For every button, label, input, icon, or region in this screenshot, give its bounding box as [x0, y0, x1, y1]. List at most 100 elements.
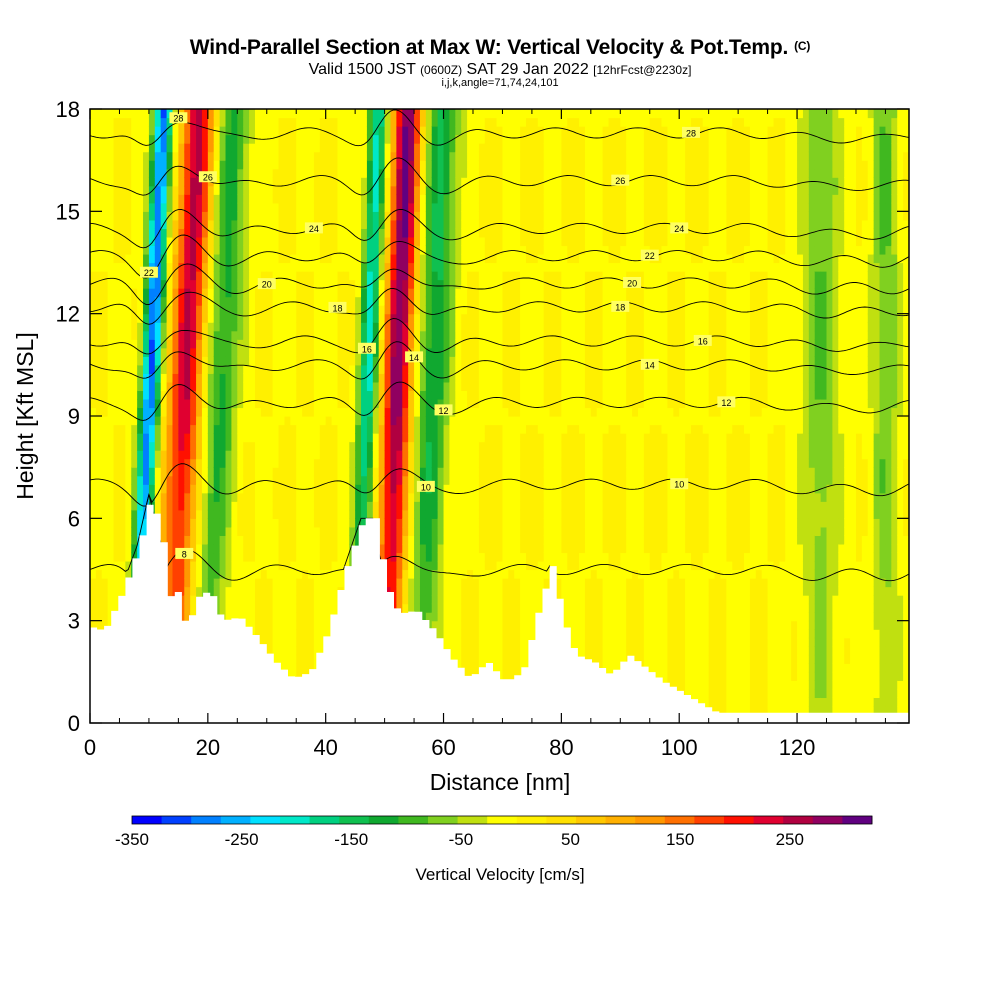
- velocity-cell: [349, 390, 356, 400]
- velocity-cell: [266, 526, 274, 536]
- velocity-cell: [437, 109, 445, 119]
- velocity-cell: [472, 603, 480, 613]
- velocity-cell: [137, 236, 144, 247]
- velocity-cell: [325, 441, 333, 451]
- velocity-cell: [219, 168, 227, 178]
- velocity-cell: [478, 586, 486, 596]
- velocity-cell: [331, 560, 339, 571]
- velocity-cell: [396, 126, 403, 136]
- velocity-cell: [361, 143, 368, 153]
- velocity-cell: [278, 202, 286, 212]
- velocity-cell: [201, 416, 209, 426]
- velocity-cell: [443, 637, 451, 647]
- velocity-cell: [431, 492, 439, 502]
- velocity-cell: [372, 484, 380, 494]
- velocity-cell: [119, 271, 126, 281]
- velocity-cell: [119, 475, 126, 485]
- velocity-cell: [148, 151, 156, 161]
- velocity-cell: [284, 126, 291, 136]
- velocity-cell: [408, 381, 415, 392]
- velocity-cell: [467, 629, 474, 639]
- velocity-cell: [113, 501, 121, 511]
- velocity-cell: [461, 654, 468, 664]
- velocity-cell: [296, 663, 303, 673]
- velocity-cell: [396, 356, 403, 366]
- velocity-cell: [90, 347, 97, 357]
- velocity-cell: [166, 202, 174, 212]
- velocity-cell: [95, 595, 103, 605]
- velocity-cell: [272, 552, 280, 562]
- velocity-cell: [449, 526, 456, 536]
- velocity-cell: [137, 109, 144, 119]
- velocity-cell: [372, 313, 380, 323]
- velocity-cell: [455, 347, 462, 357]
- velocity-cell: [95, 501, 103, 511]
- velocity-cell: [231, 535, 238, 545]
- velocity-cell: [137, 450, 144, 460]
- velocity-cell: [243, 458, 250, 468]
- velocity-cell: [396, 143, 403, 153]
- velocity-cell: [313, 629, 321, 639]
- velocity-cell: [154, 433, 162, 443]
- velocity-cell: [437, 339, 445, 349]
- velocity-cell: [378, 518, 386, 528]
- velocity-cell: [249, 620, 256, 630]
- velocity-cell: [278, 245, 286, 255]
- velocity-cell: [443, 612, 451, 622]
- velocity-cell: [113, 450, 121, 460]
- velocity-cell: [349, 416, 356, 426]
- velocity-cell: [331, 347, 339, 357]
- velocity-cell: [349, 356, 356, 366]
- velocity-cell: [419, 339, 427, 349]
- velocity-cell: [349, 492, 356, 502]
- velocity-cell: [196, 501, 203, 511]
- velocity-cell: [431, 612, 439, 622]
- velocity-cell: [272, 126, 280, 136]
- velocity-cell: [396, 578, 403, 588]
- velocity-cell: [196, 322, 203, 332]
- velocity-cell: [178, 168, 185, 178]
- velocity-cell: [296, 296, 303, 306]
- velocity-cell: [449, 492, 456, 502]
- velocity-cell: [254, 271, 262, 281]
- velocity-cell: [361, 407, 368, 417]
- velocity-cell: [154, 381, 162, 392]
- velocity-cell: [390, 253, 397, 264]
- velocity-cell: [243, 467, 250, 477]
- velocity-cell: [95, 313, 103, 323]
- velocity-cell: [225, 126, 233, 136]
- velocity-cell: [225, 450, 233, 460]
- velocity-cell: [396, 296, 403, 306]
- velocity-cell: [284, 194, 291, 204]
- velocity-cell: [378, 262, 386, 272]
- velocity-cell: [113, 339, 121, 349]
- velocity-cell: [349, 484, 356, 494]
- velocity-cell: [296, 407, 303, 417]
- velocity-cell: [396, 330, 403, 340]
- velocity-cell: [237, 390, 244, 400]
- velocity-cell: [107, 313, 115, 323]
- velocity-cell: [284, 279, 291, 289]
- velocity-cell: [414, 236, 421, 247]
- velocity-cell: [296, 211, 303, 221]
- velocity-cell: [431, 211, 439, 221]
- velocity-cell: [290, 185, 297, 195]
- velocity-cell: [390, 501, 397, 511]
- velocity-cell: [302, 347, 309, 357]
- velocity-cell: [154, 194, 162, 204]
- velocity-cell: [166, 424, 174, 434]
- velocity-cell: [455, 603, 462, 613]
- velocity-cell: [302, 654, 309, 664]
- velocity-cell: [302, 663, 309, 673]
- velocity-cell: [408, 313, 415, 323]
- velocity-cell: [125, 151, 132, 161]
- velocity-cell: [125, 160, 132, 170]
- velocity-cell: [143, 330, 150, 340]
- velocity-cell: [266, 424, 274, 434]
- velocity-cell: [125, 364, 132, 374]
- velocity-cell: [178, 339, 185, 349]
- velocity-cell: [113, 347, 121, 357]
- velocity-cell: [172, 364, 179, 374]
- velocity-cell: [160, 484, 168, 494]
- velocity-cell: [219, 552, 227, 562]
